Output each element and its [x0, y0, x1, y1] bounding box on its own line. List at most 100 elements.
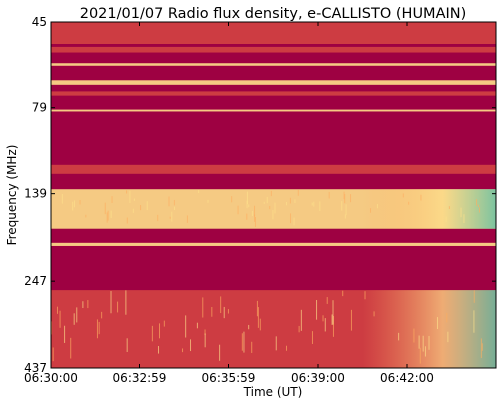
burst-stripe-1-14: [125, 290, 127, 315]
burst-stripe-1-40: [220, 296, 222, 314]
burst-stripe-1-41: [52, 347, 54, 362]
burst-stripe-0-55: [448, 206, 450, 210]
burst-stripe-1-47: [151, 325, 153, 342]
burst-stripe-0-67: [460, 207, 462, 218]
burst-stripe-1-25: [447, 331, 449, 343]
burst-stripe-0-18: [171, 211, 173, 222]
y-tick-label: 247: [24, 274, 47, 288]
burst-stripe-1-46: [182, 348, 184, 353]
burst-stripe-1-15: [428, 335, 430, 350]
spectral-band-4: [51, 91, 496, 96]
burst-stripe-1-43: [332, 316, 334, 337]
burst-stripe-0-50: [140, 205, 142, 211]
burst-stripe-0-40: [286, 201, 288, 206]
burst-stripe-0-53: [186, 215, 188, 223]
burst-stripe-0-11: [157, 214, 159, 222]
burst-stripe-0-68: [173, 206, 175, 210]
burst-stripe-0-39: [246, 200, 248, 209]
plot-area: [51, 22, 496, 368]
y-axis: 45 79 139 247 437: [24, 15, 496, 375]
burst-stripe-1-55: [223, 306, 225, 319]
burst-stripe-1-11: [51, 321, 53, 335]
x-tick-label: 06:32:59: [113, 371, 167, 385]
y-tick-label: 79: [32, 101, 47, 115]
burst-stripe-1-64: [117, 301, 119, 313]
burst-stripe-0-17: [168, 196, 170, 207]
burst-stripe-1-48: [163, 320, 165, 327]
spectral-band-brightening-9: [362, 290, 496, 368]
spectral-band-3: [51, 80, 496, 85]
burst-stripe-1-42: [158, 346, 160, 354]
burst-stripe-0-30: [270, 190, 272, 197]
burst-stripe-1-30: [96, 319, 98, 339]
burst-stripe-0-20: [297, 189, 299, 196]
burst-stripe-1-54: [350, 309, 352, 331]
spectral-band-5: [51, 109, 496, 112]
burst-stripe-0-5: [129, 190, 131, 203]
burst-stripe-0-34: [263, 201, 265, 204]
spectrogram-bands: [51, 22, 496, 368]
y-tick-label: 45: [32, 15, 47, 29]
burst-stripe-1-20: [76, 307, 78, 323]
burst-stripe-1-45: [342, 290, 344, 297]
x-tick-label: 06:35:59: [202, 371, 256, 385]
burst-stripe-0-2: [313, 201, 315, 207]
burst-stripe-1-58: [204, 333, 206, 348]
burst-stripe-1-35: [480, 338, 482, 359]
burst-stripe-0-15: [476, 199, 478, 206]
burst-stripe-0-0: [269, 205, 271, 210]
burst-stripe-1-32: [373, 311, 375, 317]
burst-stripe-1-49: [64, 325, 66, 343]
burst-stripe-0-38: [133, 198, 135, 201]
burst-stripe-0-21: [146, 201, 148, 211]
burst-stripe-0-10: [207, 199, 209, 203]
burst-stripe-1-10: [311, 331, 313, 344]
burst-stripe-0-28: [126, 190, 128, 194]
burst-stripe-0-54: [420, 194, 422, 201]
burst-stripe-0-35: [251, 210, 253, 217]
burst-stripe-1-44: [110, 291, 112, 314]
burst-stripe-0-56: [266, 196, 268, 204]
burst-stripe-0-63: [445, 216, 447, 222]
burst-stripe-1-4: [251, 341, 253, 353]
burst-stripe-1-67: [196, 322, 198, 329]
burst-stripe-0-1: [248, 204, 250, 208]
burst-stripe-1-1: [418, 335, 420, 349]
x-tick-label: 06:30:00: [24, 371, 78, 385]
burst-stripe-0-45: [246, 191, 248, 205]
burst-stripe-0-9: [294, 199, 296, 203]
burst-stripe-1-34: [241, 333, 243, 351]
burst-stripe-1-5: [446, 312, 448, 323]
burst-stripe-1-68: [424, 346, 426, 357]
burst-stripe-1-39: [204, 329, 206, 336]
burst-stripe-1-62: [259, 318, 261, 331]
burst-stripe-1-61: [70, 337, 72, 359]
burst-stripe-0-33: [328, 191, 330, 199]
burst-stripe-1-29: [398, 332, 400, 341]
burst-stripe-0-31: [79, 200, 81, 205]
burst-stripe-0-13: [111, 196, 113, 203]
burst-stripe-1-16: [59, 310, 61, 328]
burst-stripe-1-33: [248, 324, 250, 330]
burst-stripe-0-49: [344, 194, 346, 204]
spectral-band-1: [51, 46, 496, 53]
burst-stripe-0-27: [344, 214, 346, 219]
burst-stripe-1-37: [437, 317, 439, 330]
burst-stripe-1-21: [285, 345, 287, 351]
burst-stripe-1-26: [257, 307, 259, 328]
burst-stripe-0-69: [478, 207, 480, 213]
spectral-band-brightening-7: [362, 189, 496, 229]
burst-stripe-0-4: [350, 194, 352, 203]
burst-stripe-0-58: [254, 205, 256, 217]
burst-stripe-0-8: [126, 217, 128, 224]
burst-stripe-0-3: [343, 191, 345, 200]
burst-stripe-0-47: [274, 202, 276, 214]
burst-stripe-1-24: [190, 339, 192, 352]
burst-stripe-0-22: [169, 216, 171, 219]
burst-stripe-1-51: [364, 291, 366, 300]
burst-stripe-0-29: [290, 213, 292, 224]
burst-stripe-1-28: [98, 321, 100, 335]
burst-stripe-1-60: [422, 335, 424, 352]
burst-stripe-1-2: [322, 315, 324, 322]
